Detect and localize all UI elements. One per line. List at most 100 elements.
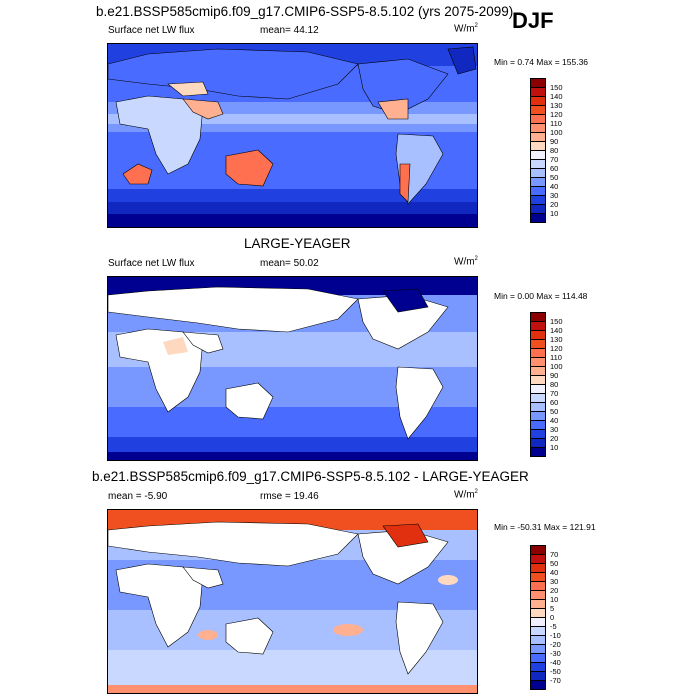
colorbar-label: 70: [550, 389, 559, 398]
colorbar-label: 140: [550, 92, 563, 101]
panel1-cb-swatch: [531, 169, 545, 178]
panel1-cb-swatch: [531, 97, 545, 106]
panel2-cb-swatch: [531, 358, 545, 367]
colorbar-label: 150: [550, 317, 563, 326]
colorbar-label: 120: [550, 110, 563, 119]
panel3-cb-swatch: [531, 600, 545, 609]
panel2-left-label: Surface net LW flux: [108, 258, 195, 269]
panel2-cb-swatch: [531, 439, 545, 448]
colorbar-label: 20: [550, 434, 559, 443]
panel1-cb-swatch: [531, 133, 545, 142]
colorbar-label: 10: [550, 443, 559, 452]
panel1-cb-swatch: [531, 205, 545, 214]
panel2-cb-swatch: [531, 412, 545, 421]
panel3-units: W/m2: [454, 489, 478, 501]
panel1-cb-swatch: [531, 151, 545, 160]
panel2-cb-swatch: [531, 448, 545, 456]
colorbar-label: -10: [550, 631, 561, 640]
panel1-cb-swatch: [531, 187, 545, 196]
panel3-map: [107, 509, 478, 694]
panel3-cb-swatch: [531, 573, 545, 582]
colorbar-label: 70: [550, 550, 559, 559]
panel1-cb-swatch: [531, 79, 545, 88]
colorbar-label: 130: [550, 335, 563, 344]
panel3-cb-swatch: [531, 582, 545, 591]
colorbar-label: 120: [550, 344, 563, 353]
panel2-title: LARGE-YEAGER: [244, 236, 351, 251]
panel3-colorbar: [530, 545, 546, 690]
panel1-cb-swatch: [531, 106, 545, 115]
panel2-cb-swatch: [531, 313, 545, 322]
panel2-cb-swatch: [531, 331, 545, 340]
panel1-left-label: Surface net LW flux: [108, 25, 195, 36]
colorbar-label: 40: [550, 182, 559, 191]
panel3-cb-swatch: [531, 546, 545, 555]
panel2-cb-swatch: [531, 385, 545, 394]
colorbar-label: 90: [550, 371, 559, 380]
colorbar-label: 90: [550, 137, 559, 146]
colorbar-label: 10: [550, 209, 559, 218]
colorbar-label: 80: [550, 380, 559, 389]
panel2-mean-label: mean= 50.02: [260, 258, 319, 269]
colorbar-label: 110: [550, 119, 562, 128]
panel3-cb-swatch: [531, 618, 545, 627]
panel2-map: [107, 276, 478, 461]
colorbar-label: 80: [550, 146, 559, 155]
colorbar-label: 50: [550, 407, 559, 416]
panel3-cb-swatch: [531, 555, 545, 564]
colorbar-label: 40: [550, 416, 559, 425]
panel3-minmax: Min = -50.31 Max = 121.91: [494, 522, 596, 532]
panel1-mean-label: mean= 44.12: [260, 25, 319, 36]
panel1-map: [107, 43, 478, 228]
colorbar-label: 140: [550, 326, 563, 335]
colorbar-label: 30: [550, 577, 559, 586]
colorbar-label: 5: [550, 604, 555, 613]
panel3-cb-swatch: [531, 591, 545, 600]
colorbar-label: -20: [550, 640, 561, 649]
panel1-cb-swatch: [531, 196, 545, 205]
panel1-units: W/m2: [454, 23, 478, 35]
panel1-cb-swatch: [531, 88, 545, 97]
panel1-cb-swatch: [531, 160, 545, 169]
colorbar-label: 70: [550, 155, 559, 164]
panel1-minmax: Min = 0.74 Max = 155.36: [494, 57, 589, 67]
panel3-mean-label: mean = -5.90: [108, 491, 168, 502]
colorbar-label: 60: [550, 398, 559, 407]
panel3-title: b.e21.BSSP585cmip6.f09_g17.CMIP6-SSP5-8.…: [92, 469, 529, 484]
colorbar-label: -30: [550, 649, 561, 658]
colorbar-label: 0: [550, 613, 555, 622]
panel1-cb-swatch: [531, 142, 545, 151]
colorbar-label: 110: [550, 353, 562, 362]
colorbar-label: -50: [550, 667, 561, 676]
colorbar-label: 40: [550, 568, 559, 577]
panel3-cb-swatch: [531, 672, 545, 681]
colorbar-label: 30: [550, 425, 559, 434]
panel2-cb-swatch: [531, 340, 545, 349]
panel3-cb-swatch: [531, 645, 545, 654]
panel3-cb-swatch: [531, 681, 545, 689]
panel1-cb-swatch: [531, 178, 545, 187]
panel1-cb-swatch: [531, 124, 545, 133]
panel3-cb-swatch: [531, 564, 545, 573]
season-label: DJF: [512, 8, 554, 33]
colorbar-label: 100: [550, 362, 563, 371]
panel2-units: W/m2: [454, 256, 478, 268]
panel2-cb-swatch: [531, 376, 545, 385]
panel2-cb-swatch: [531, 322, 545, 331]
colorbar-label: 50: [550, 559, 559, 568]
panel3-cb-swatch: [531, 627, 545, 636]
panel3-cb-swatch: [531, 609, 545, 618]
panel2-cb-swatch: [531, 421, 545, 430]
colorbar-label: 50: [550, 173, 559, 182]
panel2-cb-swatch: [531, 430, 545, 439]
colorbar-label: 150: [550, 83, 563, 92]
panel3-cb-swatch: [531, 654, 545, 663]
colorbar-label: -40: [550, 658, 561, 667]
panel2-cb-swatch: [531, 349, 545, 358]
colorbar-label: 60: [550, 164, 559, 173]
panel1-cb-swatch: [531, 214, 545, 222]
panel3-cb-swatch: [531, 636, 545, 645]
colorbar-label: -5: [550, 622, 557, 631]
colorbar-label: 100: [550, 128, 563, 137]
panel2-minmax: Min = 0.00 Max = 114.48: [494, 291, 588, 301]
